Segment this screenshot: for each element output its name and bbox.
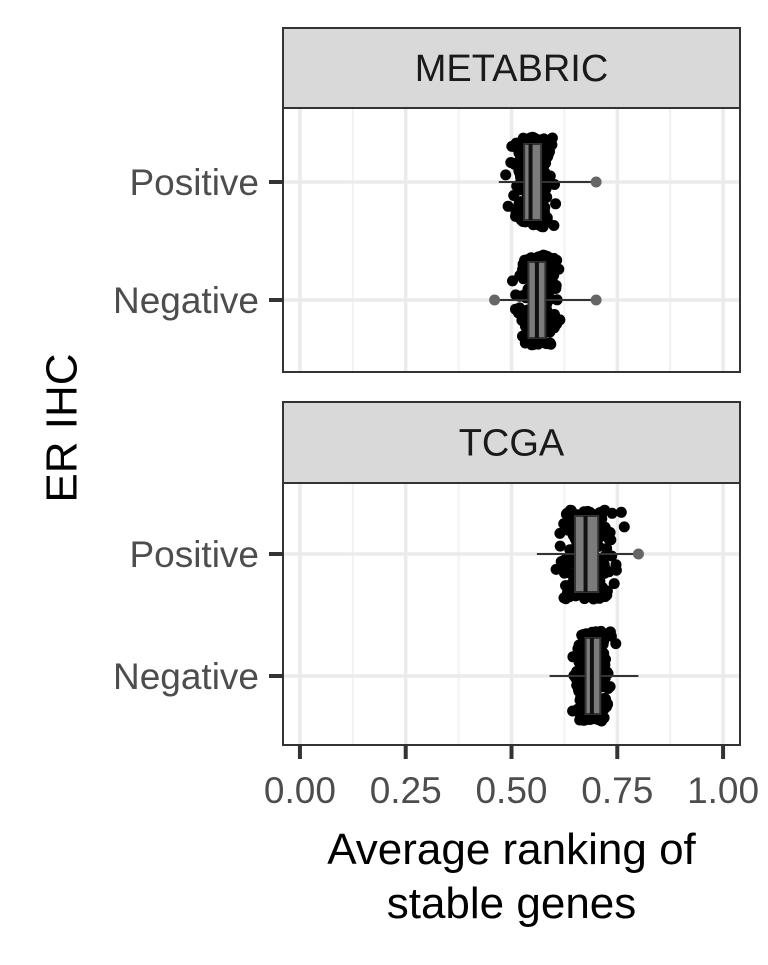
jitter-point (513, 307, 524, 319)
jitter-point (502, 200, 514, 212)
jitter-point (511, 142, 523, 154)
jitter-point (563, 552, 575, 564)
jitter-point (508, 190, 520, 201)
jitter-point (535, 336, 547, 348)
facet-metabric: METABRIC (282, 27, 741, 373)
jitter-point (608, 578, 620, 590)
facet-title: TCGA (459, 423, 565, 465)
outlier-point (489, 294, 501, 306)
group-positive (536, 504, 644, 605)
jitter-point (550, 198, 562, 210)
jitter-point (558, 518, 570, 530)
x-axis-title-line: stable genes (387, 879, 637, 928)
group-positive (498, 131, 602, 233)
jitter-point (558, 567, 570, 579)
jitter-point (603, 549, 614, 561)
y-tick-label: Positive (129, 534, 259, 575)
y-axis-title: ER IHC (38, 353, 87, 502)
jitter-point (590, 626, 602, 638)
jitter-point (583, 712, 594, 724)
jitter-point (610, 559, 622, 571)
x-tick-label: 0.25 (370, 770, 442, 811)
facet-tcga: TCGA (282, 401, 741, 746)
outlier-point (590, 176, 602, 188)
x-tick-label: 0.50 (475, 770, 547, 811)
y-tick-label: Positive (129, 162, 259, 203)
jitter-point (510, 206, 522, 218)
x-axis-title-line: Average ranking of (327, 825, 696, 874)
outlier-point (590, 294, 602, 306)
box (523, 143, 543, 221)
jitter-point (514, 290, 525, 302)
jitter-point (580, 628, 592, 640)
x-axis-title: Average ranking of stable genes (327, 825, 696, 928)
jitter-point (500, 169, 512, 181)
jitter-point (574, 714, 586, 726)
jitter-point (610, 638, 622, 650)
y-tick-label: Negative (113, 280, 259, 321)
group-negative (549, 625, 639, 727)
jitter-point (560, 593, 572, 605)
jitter-point (602, 683, 614, 694)
jitter-point (606, 507, 618, 519)
outlier-point (632, 548, 644, 560)
facet-title: METABRIC (415, 48, 609, 90)
group-negative (489, 249, 602, 351)
jitter-point (554, 540, 566, 552)
panel-border (282, 107, 741, 373)
jitter-point (554, 314, 566, 326)
x-tick-label: 0.00 (264, 770, 336, 811)
facet-strip (282, 401, 741, 484)
jitter-point (517, 258, 529, 270)
jitter-point (601, 565, 612, 577)
jitter-point (560, 580, 571, 592)
jitter-point (615, 506, 627, 518)
jitter-point (550, 563, 562, 575)
jitter-point (546, 139, 558, 151)
jitter-point (553, 263, 565, 275)
y-tick-label: Negative (113, 656, 259, 697)
jitter-point (575, 683, 587, 694)
jitter-point (548, 252, 560, 264)
jitter-point (618, 521, 630, 533)
jitter-point (517, 273, 529, 285)
facet-strip (282, 27, 741, 109)
x-tick-label: 0.75 (581, 770, 653, 811)
x-tick-label: 1.00 (687, 770, 759, 811)
jitter-point (544, 326, 556, 338)
